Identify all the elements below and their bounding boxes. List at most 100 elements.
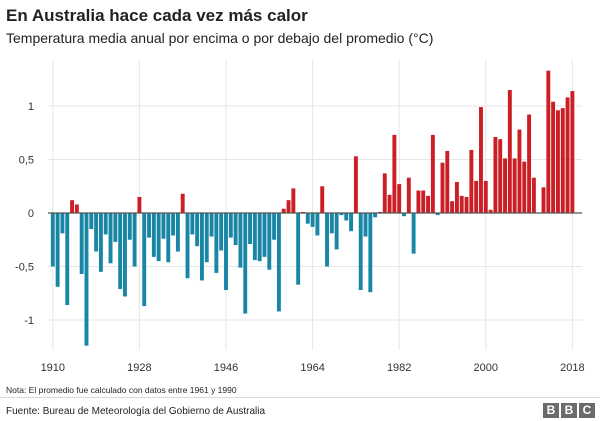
bar-1988 [426, 195, 431, 213]
bar-1918 [89, 213, 94, 230]
bar-1980 [387, 194, 392, 213]
bar-1915 [74, 204, 79, 213]
y-tick-label: 0,5 [19, 155, 34, 167]
bar-1959 [286, 200, 291, 213]
bar-2001 [488, 209, 493, 213]
bar-1932 [156, 213, 161, 262]
bar-1946 [224, 213, 228, 291]
bar-1973 [353, 156, 358, 213]
bar-2008 [522, 161, 527, 213]
bar-2015 [555, 110, 560, 213]
x-tick-label: 1946 [214, 362, 238, 374]
y-tick-label: 0 [28, 208, 34, 220]
bar-1911 [55, 213, 60, 287]
bar-2007 [517, 129, 522, 213]
source-credit: Fuente: Bureau de Meteorología del Gobie… [6, 406, 266, 417]
bar-1947 [228, 213, 233, 238]
bar-1917 [84, 213, 89, 346]
bbc-logo-letter-b2: B [561, 403, 577, 418]
bar-1970 [339, 213, 344, 216]
x-tick-label: 1964 [300, 362, 324, 374]
bar-1940 [195, 213, 200, 247]
bar-1953 [257, 213, 262, 262]
bar-1998 [474, 180, 479, 213]
bar-1990 [435, 213, 440, 216]
y-tick-label: 1 [28, 101, 34, 113]
bar-1939 [190, 213, 195, 235]
bar-1999 [479, 107, 483, 213]
bar-1914 [70, 200, 75, 213]
bar-1912 [60, 213, 65, 234]
bar-1958 [281, 208, 286, 213]
bar-1956 [272, 213, 277, 240]
bbc-logo-letter-b1: B [543, 403, 559, 418]
bar-1977 [373, 213, 378, 218]
bar-1984 [406, 177, 411, 213]
bar-1921 [103, 213, 108, 235]
bar-1925 [123, 213, 127, 297]
bar-1967 [325, 213, 329, 267]
bar-1987 [421, 190, 426, 213]
bar-2014 [551, 101, 556, 213]
bar-2016 [560, 108, 565, 213]
bar-1995 [459, 195, 464, 213]
bar-1919 [94, 213, 99, 252]
bar-2017 [565, 97, 570, 213]
bar-1989 [430, 134, 435, 213]
bar-1985 [411, 213, 416, 254]
bar-1928 [137, 196, 142, 213]
bar-1945 [219, 213, 224, 251]
bar-1954 [262, 213, 267, 257]
bar-1975 [363, 213, 368, 237]
bar-2009 [527, 114, 532, 213]
bar-1983 [402, 213, 406, 217]
bar-1938 [185, 213, 190, 279]
bar-2006 [512, 158, 517, 213]
bar-1986 [416, 190, 421, 213]
bbc-logo: B B C [543, 403, 595, 418]
footer-divider [0, 397, 600, 398]
bar-2000 [483, 180, 488, 213]
bar-1942 [204, 213, 209, 263]
bar-1944 [214, 213, 219, 273]
bar-1930 [147, 213, 151, 238]
bar-1992 [445, 150, 450, 213]
footnote: Nota: El promedio fue calculado con dato… [6, 385, 237, 395]
bar-1996 [464, 196, 469, 213]
bar-1997 [469, 149, 474, 213]
bar-2004 [503, 158, 507, 213]
bar-1960 [291, 188, 296, 213]
bar-2018 [570, 91, 575, 213]
bar-1923 [113, 213, 118, 242]
bar-1957 [276, 213, 281, 312]
bar-2010 [531, 177, 536, 213]
bar-1926 [127, 213, 132, 240]
bar-1929 [142, 213, 147, 307]
bar-1982 [397, 184, 402, 213]
bar-1916 [79, 213, 84, 274]
bar-1961 [296, 213, 301, 285]
bar-2012 [541, 187, 546, 213]
x-tick-label: 2018 [560, 362, 584, 374]
bar-1965 [315, 213, 320, 236]
bar-1979 [382, 173, 387, 213]
x-tick-label: 1910 [41, 362, 65, 374]
bar-1935 [171, 213, 176, 236]
bar-1972 [349, 213, 354, 232]
bar-1910 [50, 213, 55, 267]
bar-1924 [118, 213, 123, 289]
bbc-logo-letter-c: C [579, 403, 595, 418]
bar-1969 [334, 213, 339, 250]
bar-1994 [454, 181, 459, 213]
labels-layer: -1 -0,5 0 0,5 1 1910 1928 1946 1964 1982 2000 2018 [15, 101, 585, 374]
bar-1920 [98, 213, 103, 272]
bar-1963 [305, 213, 310, 224]
bar-2002 [493, 137, 498, 213]
bar-1950 [243, 213, 248, 314]
bar-1966 [320, 186, 325, 213]
bar-1936 [175, 213, 180, 252]
bar-1949 [238, 213, 243, 268]
x-tick-label: 1928 [127, 362, 151, 374]
bar-1943 [209, 213, 214, 237]
bar-1922 [108, 213, 113, 264]
